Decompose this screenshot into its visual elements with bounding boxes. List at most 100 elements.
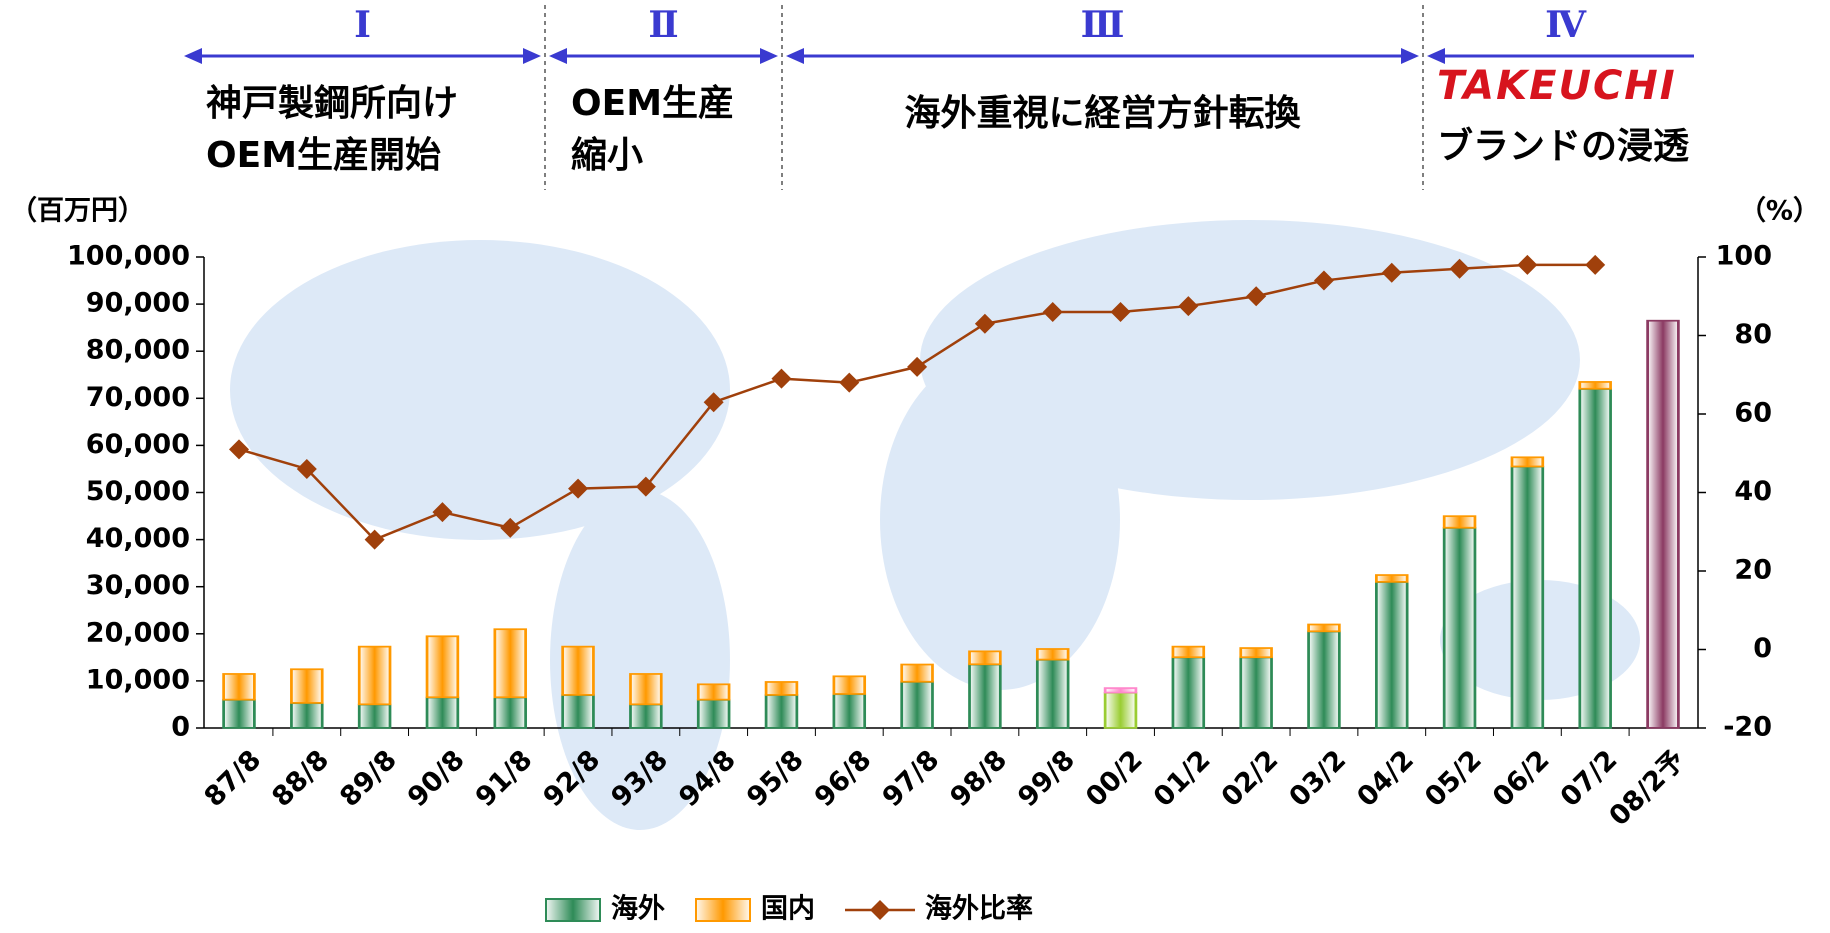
legend-label: 海外比率 [925, 893, 1033, 925]
legend-shine [547, 900, 599, 920]
line-marker [1313, 270, 1334, 291]
x-tick-label: 08/2予 [1603, 744, 1691, 832]
x-tick-label: 95/8 [741, 744, 810, 813]
y-tick-label: 30,000 [86, 570, 190, 601]
line-marker [1381, 262, 1402, 283]
x-tick-label: 05/2 [1419, 744, 1488, 813]
bar-shine [1038, 660, 1067, 727]
x-tick-label: 06/2 [1487, 744, 1556, 813]
bar-shine [1174, 647, 1203, 657]
phase-text: TAKEUCHI [1437, 63, 1677, 109]
bar-shine [1581, 389, 1610, 727]
legend-marker [870, 900, 890, 920]
y-tick-label: 0 [171, 712, 190, 743]
line-marker [703, 392, 724, 413]
y2-tick-label: 40 [1734, 476, 1772, 507]
x-tick-label: 04/2 [1351, 744, 1420, 813]
y2-tick-label: 100 [1716, 241, 1772, 272]
arrow-head [184, 48, 202, 64]
y2-tick-label: 0 [1753, 633, 1772, 664]
map-background [230, 220, 1640, 830]
arrow-head [786, 48, 804, 64]
bar-shine [1649, 321, 1677, 727]
line-marker [1110, 301, 1131, 322]
bar-shine [699, 700, 728, 727]
bar-shine [1242, 648, 1271, 657]
bar-shine [970, 652, 999, 664]
bar-shine [1445, 517, 1474, 527]
bar-shine [564, 647, 593, 695]
y-tick-label: 50,000 [86, 476, 190, 507]
bar-shine [428, 637, 457, 697]
y-tick-label: 10,000 [86, 664, 190, 695]
line-marker [1585, 254, 1606, 275]
bar-shine [767, 696, 796, 727]
y-axis-label: （百万円） [10, 196, 145, 227]
x-tick-label: 87/8 [198, 744, 267, 813]
legend-label: 国内 [761, 894, 815, 925]
bar-shine [1242, 658, 1271, 727]
line-marker [839, 372, 860, 393]
bar-shine [225, 700, 253, 727]
bar-shine [1038, 649, 1067, 659]
y-tick-label: 70,000 [86, 382, 190, 413]
bar-shine [903, 682, 932, 727]
bar-shine [1513, 467, 1542, 727]
bar-shine [292, 670, 321, 703]
arrow-head [523, 48, 541, 64]
bar-shine [496, 630, 525, 697]
line-marker [364, 529, 385, 550]
bar-shine [767, 682, 796, 695]
line-marker [1517, 254, 1538, 275]
x-tick-label: 91/8 [470, 744, 539, 813]
x-tick-label: 02/2 [1216, 744, 1285, 813]
bar-shine [699, 685, 728, 699]
x-tick-label: 89/8 [334, 744, 403, 813]
y2-tick-label: 20 [1734, 555, 1772, 586]
line-marker [500, 517, 521, 538]
x-tick-label: 03/2 [1283, 744, 1352, 813]
bar-shine [1513, 458, 1542, 466]
y2-tick-label: 80 [1734, 319, 1772, 350]
x-tick-label: 98/8 [944, 744, 1013, 813]
x-tick-label: 96/8 [809, 744, 878, 813]
x-tick-label: 97/8 [877, 744, 946, 813]
y2-tick-label: 60 [1734, 398, 1772, 429]
bar-shine [970, 665, 999, 727]
bar-shine [1377, 575, 1406, 581]
x-tick-label: 99/8 [1012, 744, 1081, 813]
y-tick-label: 100,000 [67, 241, 190, 272]
bar-shine [496, 698, 525, 727]
y2-axis-label: （%） [1739, 196, 1820, 227]
phase-text: 縮小 [571, 135, 643, 176]
phase-numeral: Ⅰ [354, 4, 371, 46]
bar-shine [564, 696, 593, 727]
bar-shine [225, 674, 253, 699]
line-marker [1178, 296, 1199, 317]
y-tick-label: 90,000 [86, 288, 190, 319]
line-marker [907, 356, 928, 377]
line-marker [1449, 258, 1470, 279]
phase-text: OEM生産 [571, 83, 734, 124]
bar-shine [1309, 632, 1338, 727]
arrow-head [1401, 48, 1419, 64]
x-tick-label: 90/8 [402, 744, 471, 813]
bar-shine [1106, 688, 1135, 692]
phase-text: OEM生産開始 [206, 135, 441, 176]
legend-shine [697, 900, 749, 920]
x-tick-label: 88/8 [266, 744, 335, 813]
bar-shine [835, 677, 864, 694]
bar-shine [1445, 528, 1474, 727]
y-tick-label: 80,000 [86, 335, 190, 366]
bar-shine [292, 704, 321, 727]
bar-shine [1174, 658, 1203, 727]
arrow-head [549, 48, 567, 64]
legend-label: 海外 [611, 894, 665, 925]
phase-text: ブランドの浸透 [1437, 125, 1690, 167]
line-marker [1042, 301, 1063, 322]
bar-shine [1106, 693, 1135, 727]
line-marker [635, 476, 656, 497]
bar-shine [428, 698, 457, 727]
y2-tick-label: -20 [1723, 712, 1772, 743]
